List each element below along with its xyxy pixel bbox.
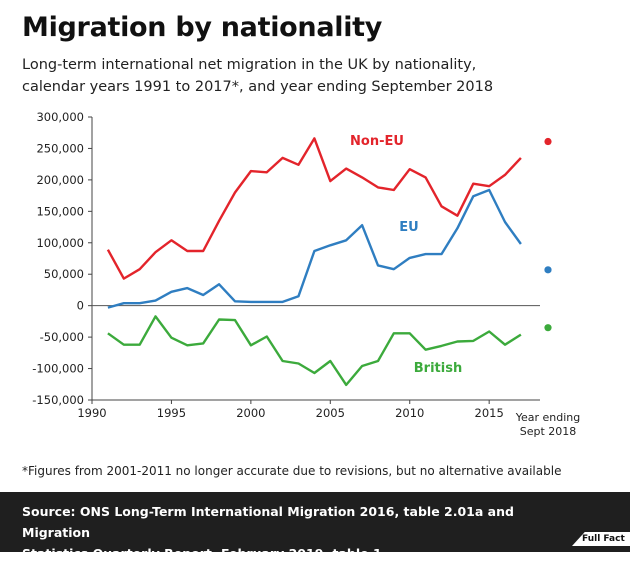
x-tick-label: 1995 bbox=[157, 406, 186, 420]
footnote: *Figures from 2001-2011 no longer accura… bbox=[22, 464, 562, 478]
y-tick-label: 250,000 bbox=[36, 141, 84, 155]
y-tick-label: 0 bbox=[77, 299, 84, 313]
source-line-1: ONS Long-Term International Migration 20… bbox=[22, 504, 514, 540]
x-tick-label: 2010 bbox=[395, 406, 424, 420]
y-tick-label: 300,000 bbox=[36, 110, 84, 124]
x-tick-label: 2015 bbox=[475, 406, 504, 420]
x-tick-label: 2000 bbox=[236, 406, 265, 420]
sept-2018-label-line-2: Sept 2018 bbox=[520, 425, 577, 438]
x-axis: 1990 1995 2000 2005 2010 2015 bbox=[77, 399, 540, 420]
y-tick-label: -100,000 bbox=[32, 362, 84, 376]
source-footer: Source: ONS Long-Term International Migr… bbox=[0, 492, 630, 561]
sept-2018-point-british bbox=[544, 324, 552, 332]
series-label-non-eu: Non-EU bbox=[350, 134, 404, 149]
sept-2018-point-eu bbox=[544, 266, 552, 274]
x-tick-label: 1990 bbox=[77, 406, 106, 420]
y-tick-label: 50,000 bbox=[44, 267, 84, 281]
series-lines bbox=[106, 137, 522, 387]
subtitle-line-1: Long-term international net migration in… bbox=[22, 57, 477, 73]
y-tick-label: 100,000 bbox=[36, 236, 84, 250]
sept-2018-label-line-1: Year ending bbox=[515, 411, 581, 424]
y-tick-label: 150,000 bbox=[36, 204, 84, 218]
x-tick-label: 2005 bbox=[316, 406, 345, 420]
series-line-british bbox=[107, 315, 522, 387]
series-labels: Non-EU EU British bbox=[350, 134, 462, 376]
line-chart: 300,000 250,000 200,000 150,000 100,000 50,00… bbox=[32, 110, 581, 438]
subtitle-line-2: calendar years 1991 to 2017*, and year e… bbox=[22, 79, 494, 95]
series-line-eu bbox=[107, 188, 522, 309]
y-tick-label: -50,000 bbox=[40, 330, 84, 344]
chart-title: Migration by nationality bbox=[22, 12, 383, 43]
series-line-non-eu bbox=[106, 137, 522, 280]
y-tick-label: -150,000 bbox=[32, 393, 84, 407]
y-tick-label: 200,000 bbox=[36, 173, 84, 187]
sept-2018-point-non-eu bbox=[544, 137, 552, 146]
source-label: Source: bbox=[22, 504, 76, 519]
source-text: Source: ONS Long-Term International Migr… bbox=[22, 501, 582, 564]
series-label-british: British bbox=[414, 361, 462, 376]
y-axis: 300,000 250,000 200,000 150,000 100,000 50,00… bbox=[32, 110, 540, 407]
sept-2018-points bbox=[544, 137, 552, 332]
full-fact-logo: Full Fact bbox=[572, 532, 630, 546]
source-line-2: Statistics Quarterly Report, February 20… bbox=[22, 546, 382, 561]
chart-subtitle: Long-term international net migration in… bbox=[22, 54, 622, 98]
series-label-eu: EU bbox=[399, 220, 418, 235]
